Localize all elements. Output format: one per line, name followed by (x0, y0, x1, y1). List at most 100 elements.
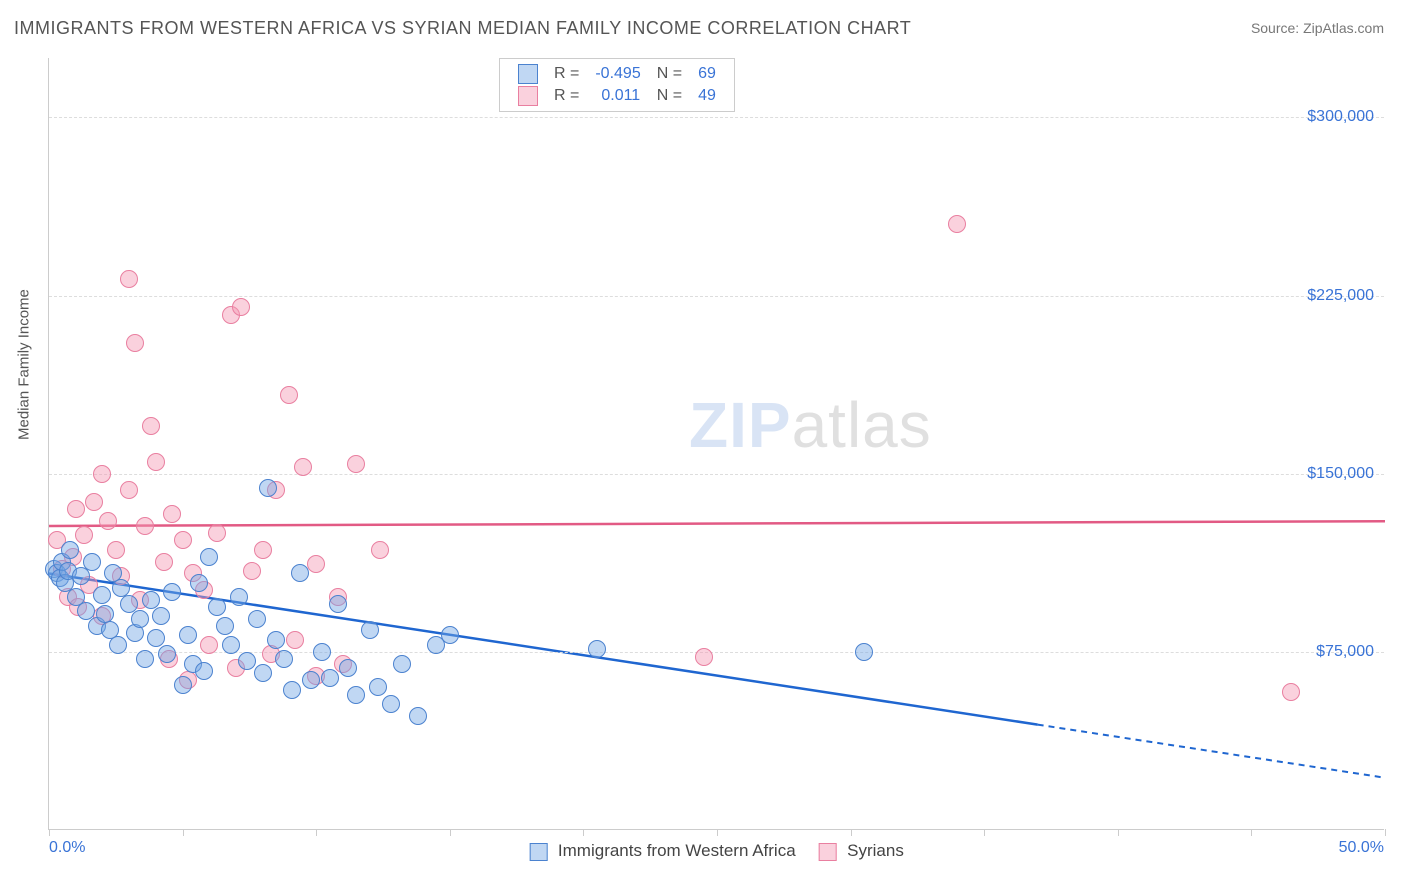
data-point (307, 555, 325, 573)
swatch-series-a (518, 64, 538, 84)
data-point (142, 591, 160, 609)
data-point (120, 270, 138, 288)
x-tick (450, 829, 451, 836)
data-point (195, 662, 213, 680)
chart-title: IMMIGRANTS FROM WESTERN AFRICA VS SYRIAN… (14, 18, 911, 39)
swatch-series-b (818, 843, 836, 861)
data-point (83, 553, 101, 571)
data-point (158, 645, 176, 663)
data-point (369, 678, 387, 696)
data-point (254, 541, 272, 559)
data-point (291, 564, 309, 582)
r-value-b: 0.011 (587, 85, 648, 107)
data-point (163, 505, 181, 523)
data-point (286, 631, 304, 649)
data-point (275, 650, 293, 668)
data-point (136, 650, 154, 668)
gridline (49, 296, 1384, 297)
swatch-series-a (529, 843, 547, 861)
data-point (147, 629, 165, 647)
data-point (208, 598, 226, 616)
data-point (393, 655, 411, 673)
x-tick (1118, 829, 1119, 836)
r-value-a: -0.495 (587, 63, 648, 85)
chart-plot-area: ZIPatlas R = -0.495 N = 69 R = 0.011 N =… (48, 58, 1384, 830)
data-point (361, 621, 379, 639)
data-point (93, 465, 111, 483)
data-point (85, 493, 103, 511)
n-value-b: 49 (690, 85, 724, 107)
x-tick (851, 829, 852, 836)
data-point (75, 526, 93, 544)
legend-row-series-a: R = -0.495 N = 69 (510, 63, 724, 85)
x-tick (583, 829, 584, 836)
data-point (136, 517, 154, 535)
source-label: Source: ZipAtlas.com (1251, 20, 1384, 36)
data-point (109, 636, 127, 654)
data-point (112, 579, 130, 597)
y-tick-label: $75,000 (1316, 643, 1374, 661)
data-point (313, 643, 331, 661)
r-label: R = (546, 85, 587, 107)
data-point (142, 417, 160, 435)
data-point (347, 455, 365, 473)
data-point (588, 640, 606, 658)
data-point (155, 553, 173, 571)
gridline (49, 474, 1384, 475)
data-point (382, 695, 400, 713)
data-point (216, 617, 234, 635)
y-tick-label: $225,000 (1307, 287, 1374, 305)
data-point (174, 676, 192, 694)
data-point (131, 610, 149, 628)
y-axis-label: Median Family Income (16, 289, 33, 440)
x-tick (1385, 829, 1386, 836)
data-point (347, 686, 365, 704)
series-b-label: Syrians (847, 841, 904, 860)
data-point (254, 664, 272, 682)
y-tick-label: $300,000 (1307, 108, 1374, 126)
data-point (174, 531, 192, 549)
series-a-label: Immigrants from Western Africa (558, 841, 796, 860)
data-point (222, 636, 240, 654)
series-legend: Immigrants from Western Africa Syrians (529, 841, 904, 861)
n-value-a: 69 (690, 63, 724, 85)
x-tick-label: 50.0% (1339, 839, 1384, 857)
data-point (855, 643, 873, 661)
watermark: ZIPatlas (689, 388, 932, 462)
legend-row-series-b: R = 0.011 N = 49 (510, 85, 724, 107)
r-label: R = (546, 63, 587, 85)
x-tick (183, 829, 184, 836)
data-point (61, 541, 79, 559)
data-point (179, 626, 197, 644)
y-tick-label: $150,000 (1307, 465, 1374, 483)
data-point (230, 588, 248, 606)
data-point (208, 524, 226, 542)
x-tick (1251, 829, 1252, 836)
data-point (371, 541, 389, 559)
trend-lines-layer (49, 58, 1385, 830)
data-point (67, 500, 85, 518)
swatch-series-b (518, 86, 538, 106)
x-tick-label: 0.0% (49, 839, 85, 857)
data-point (200, 636, 218, 654)
x-tick (49, 829, 50, 836)
n-label: N = (649, 63, 690, 85)
x-tick (316, 829, 317, 836)
n-label: N = (649, 85, 690, 107)
data-point (163, 583, 181, 601)
data-point (283, 681, 301, 699)
data-point (99, 512, 117, 530)
data-point (267, 631, 285, 649)
data-point (695, 648, 713, 666)
data-point (321, 669, 339, 687)
data-point (126, 334, 144, 352)
data-point (107, 541, 125, 559)
gridline (49, 117, 1384, 118)
data-point (339, 659, 357, 677)
data-point (948, 215, 966, 233)
data-point (248, 610, 266, 628)
data-point (238, 652, 256, 670)
data-point (441, 626, 459, 644)
data-point (280, 386, 298, 404)
data-point (243, 562, 261, 580)
